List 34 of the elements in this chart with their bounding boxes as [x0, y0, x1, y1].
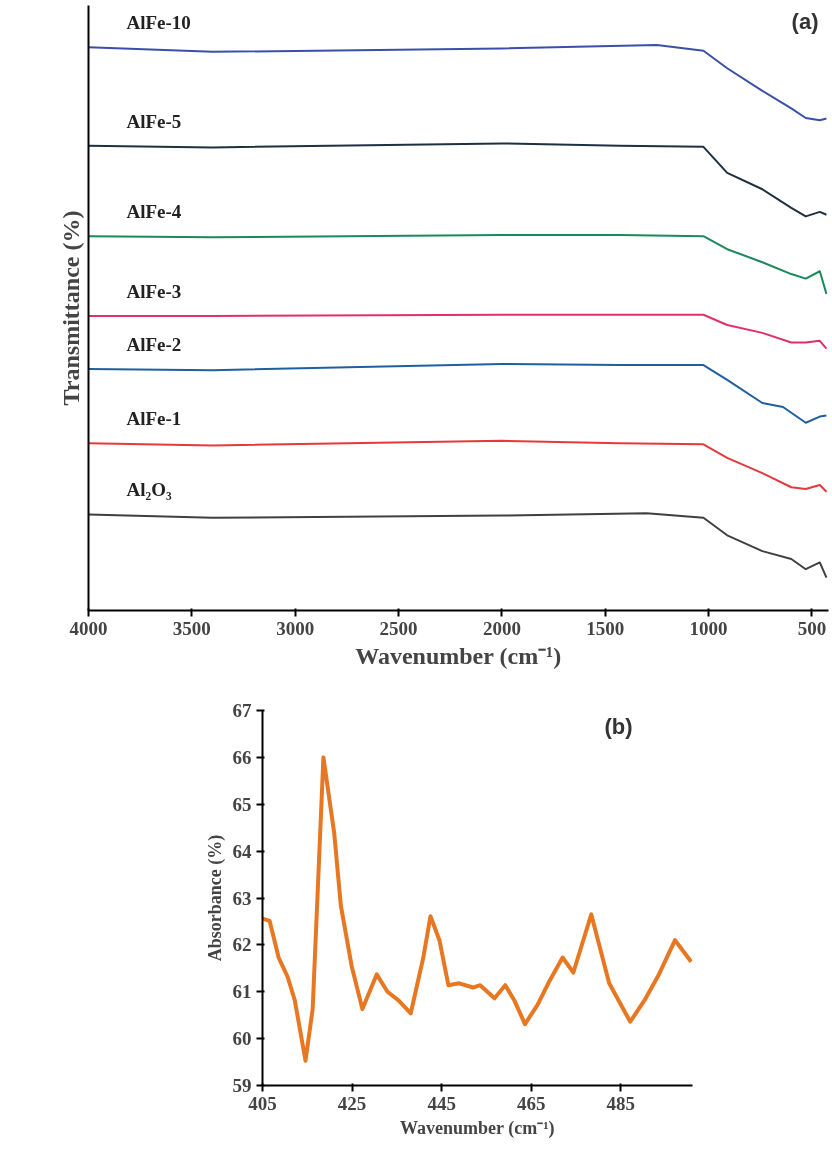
y-tick-label: 66 — [232, 746, 252, 768]
x-tick-label: 1000 — [689, 617, 728, 639]
x-tick-label: 3500 — [172, 617, 211, 639]
y-tick-label: 65 — [232, 793, 252, 815]
y-tick-label: 63 — [232, 887, 252, 909]
y-tick-label: 62 — [232, 934, 252, 956]
series-label: AlFe-1 — [126, 408, 182, 430]
x-tick-label: 485 — [606, 1092, 636, 1114]
text: (a) — [791, 8, 819, 34]
y-tick-label: 64 — [232, 840, 252, 862]
x-axis-title: Wavenumber (cm⁻¹) — [400, 1117, 555, 1139]
y-tick-label: 67 — [232, 700, 252, 721]
annotation: (b) — [604, 713, 633, 739]
y-axis-title: Transmittance (%) — [57, 210, 84, 406]
x-axis-title: Wavenumber (cm⁻¹) — [355, 642, 562, 669]
y-tick-label: 61 — [232, 981, 252, 1003]
series-label: Al₂O₃ — [126, 479, 172, 501]
y-axis-title: Absorbance (%) — [204, 834, 226, 962]
line-series — [262, 755, 693, 1063]
x-tick-label: 2000 — [482, 617, 521, 639]
series-label: AlFe-3 — [126, 280, 182, 302]
series-label: AlFe-10 — [126, 12, 191, 34]
x-tick-label: 2500 — [379, 617, 418, 639]
x-tick-label: 4000 — [69, 617, 108, 639]
y-tick-label: 60 — [232, 1028, 252, 1050]
series-label: AlFe-2 — [126, 334, 182, 356]
x-tick-label: 425 — [337, 1092, 367, 1114]
x-tick-label: 445 — [427, 1092, 456, 1114]
x-tick-label: 500 — [797, 617, 827, 639]
x-tick-label: 465 — [517, 1092, 546, 1114]
x-tick-label: 3000 — [276, 617, 315, 639]
x-tick-label: 1500 — [586, 617, 625, 639]
series-label: AlFe-4 — [126, 201, 182, 223]
series-label: AlFe-5 — [126, 110, 182, 132]
